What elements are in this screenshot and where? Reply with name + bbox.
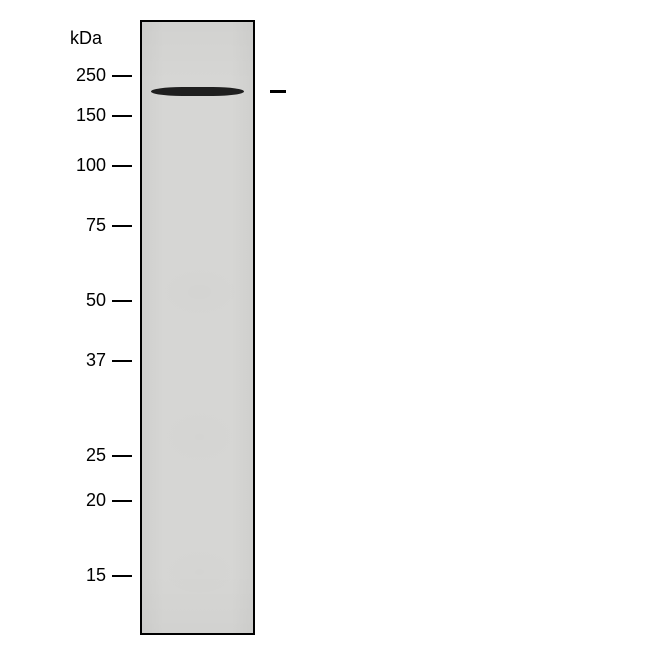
tick-mark-15 <box>112 575 132 577</box>
tick-label-75: 75 <box>46 215 106 236</box>
protein-band <box>151 87 244 96</box>
band-indicator-marker <box>270 90 286 93</box>
tick-mark-25 <box>112 455 132 457</box>
tick-mark-100 <box>112 165 132 167</box>
lane-smudge <box>152 542 247 602</box>
tick-mark-150 <box>112 115 132 117</box>
blot-lane <box>140 20 255 635</box>
tick-label-15: 15 <box>46 565 106 586</box>
tick-label-37: 37 <box>46 350 106 371</box>
tick-mark-250 <box>112 75 132 77</box>
blot-figure: kDa 250 150 100 75 50 37 25 20 15 <box>0 0 650 650</box>
lane-smudge <box>152 402 247 472</box>
tick-mark-75 <box>112 225 132 227</box>
tick-label-250: 250 <box>46 65 106 86</box>
tick-label-50: 50 <box>46 290 106 311</box>
tick-label-20: 20 <box>46 490 106 511</box>
tick-label-25: 25 <box>46 445 106 466</box>
tick-mark-50 <box>112 300 132 302</box>
axis-unit-label: kDa <box>70 28 102 49</box>
tick-mark-20 <box>112 500 132 502</box>
lane-smudge <box>152 262 247 322</box>
tick-label-100: 100 <box>46 155 106 176</box>
tick-mark-37 <box>112 360 132 362</box>
tick-label-150: 150 <box>46 105 106 126</box>
